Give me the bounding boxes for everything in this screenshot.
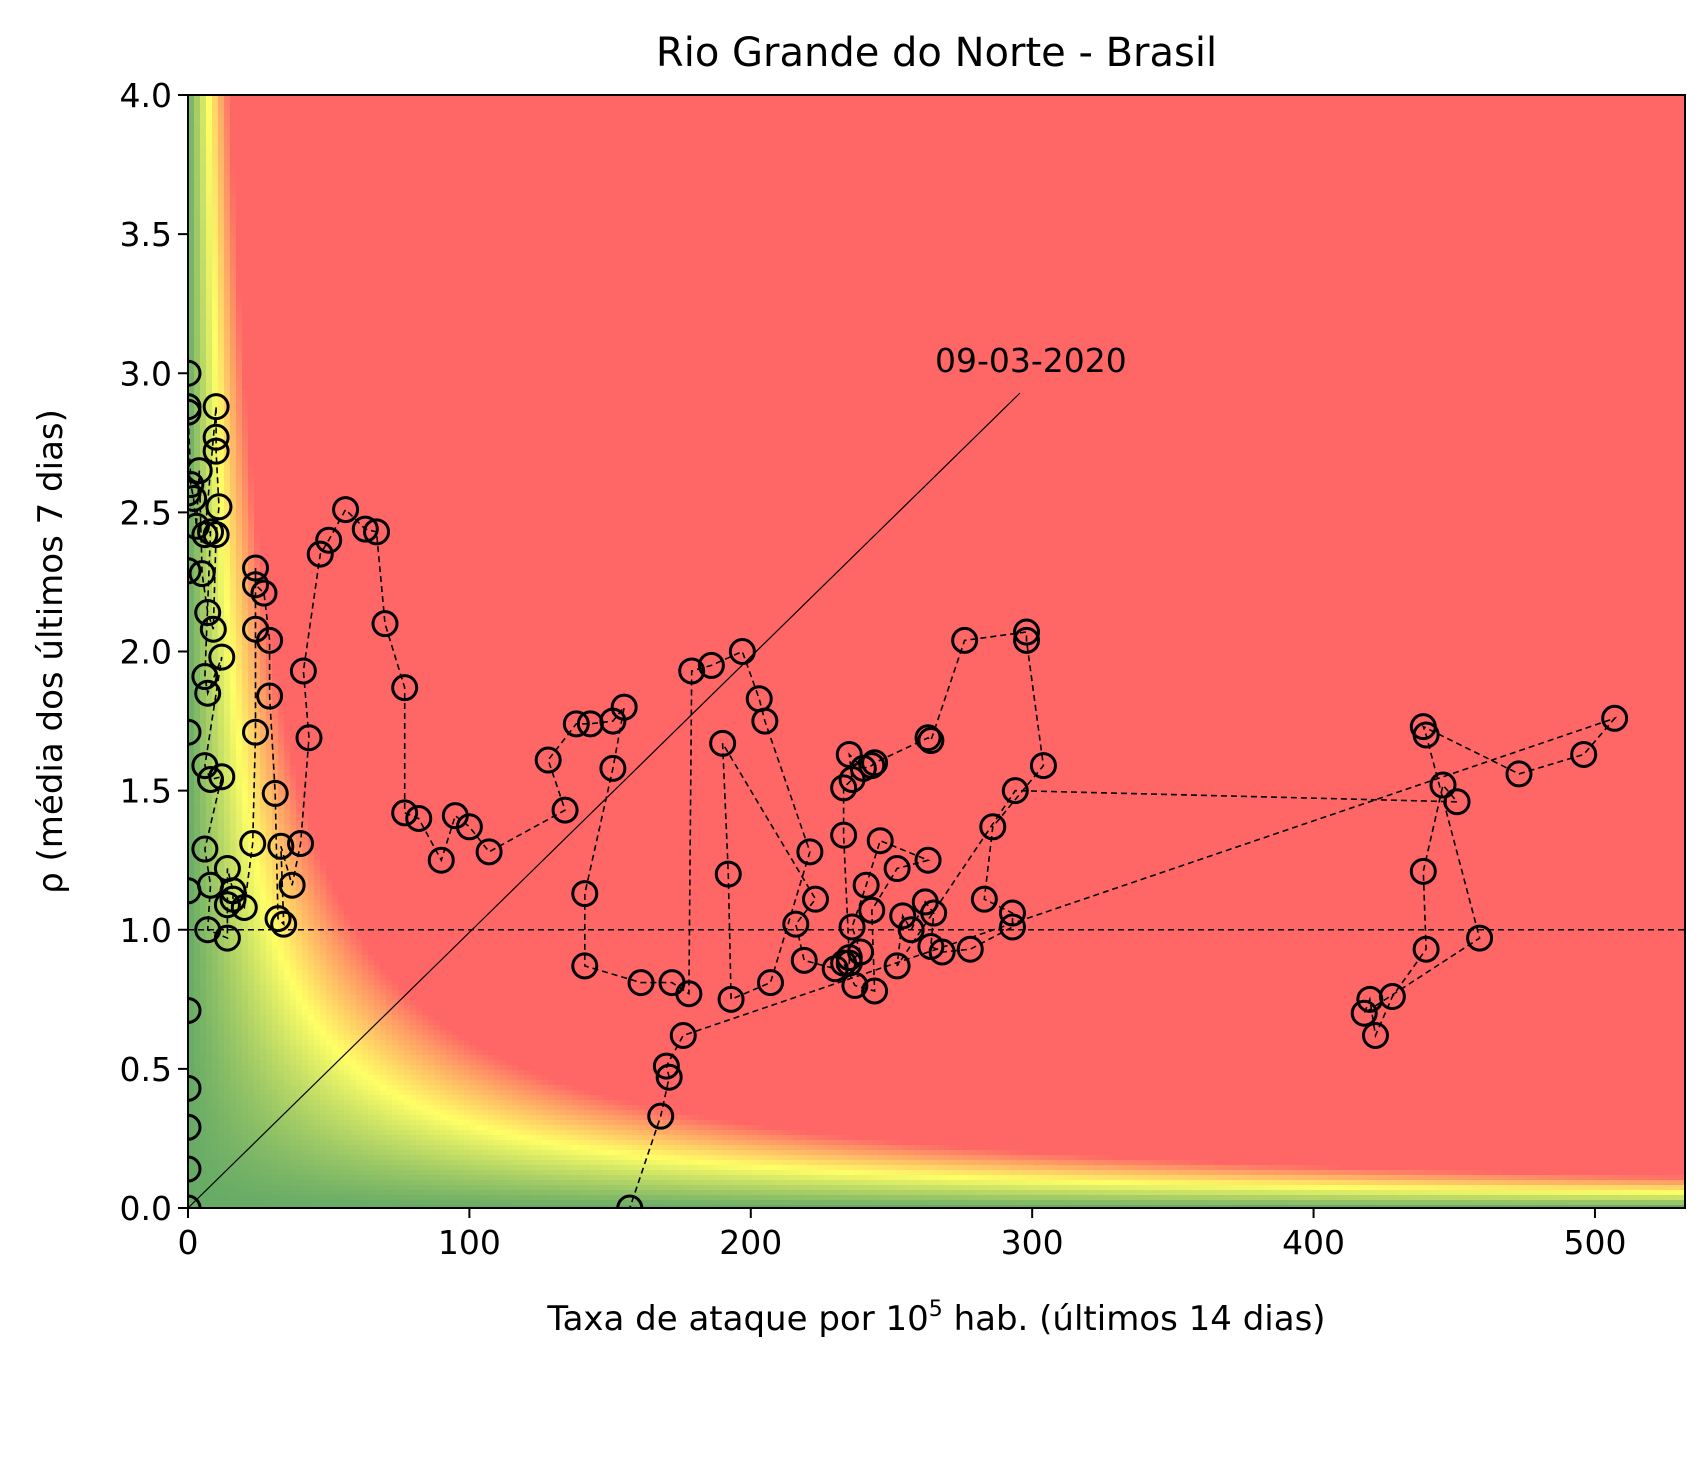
x-axis-label-suffix: hab. (últimos 14 dias) [943, 1299, 1326, 1339]
risk-heatmap-background [188, 95, 1689, 1211]
y-tick-label: 3.0 [120, 354, 172, 393]
x-axis-label: Taxa de ataque por 105 hab. (últimos 14 … [546, 1297, 1325, 1339]
x-axis-label-superscript: 5 [929, 1297, 943, 1322]
y-tick-label: 4.0 [120, 76, 172, 115]
annotation-date: 09-03-2020 [935, 341, 1127, 380]
y-tick-label: 1.5 [120, 772, 172, 811]
x-tick-label: 100 [438, 1223, 501, 1262]
y-tick-label: 1.0 [120, 911, 172, 950]
x-tick-label: 300 [1001, 1223, 1064, 1262]
x-tick-label: 500 [1563, 1223, 1626, 1262]
y-tick-label: 2.0 [120, 633, 172, 672]
x-tick-label: 400 [1282, 1223, 1345, 1262]
y-tick-label: 0.5 [120, 1050, 172, 1089]
y-tick-label: 2.5 [120, 493, 172, 532]
y-axis-ticks: 0.0 0.5 1.0 1.5 2.0 2.5 3.0 3.5 4.0 [120, 76, 188, 1228]
y-tick-label: 3.5 [120, 215, 172, 254]
chart-title: Rio Grande do Norte - Brasil [656, 30, 1217, 76]
x-tick-label: 0 [178, 1223, 199, 1262]
x-axis-ticks: 0 100 200 300 400 500 [178, 1208, 1627, 1262]
x-axis-label-main: Taxa de ataque por 10 [546, 1299, 928, 1339]
y-axis-label: ρ (média dos últimos 7 dias) [31, 409, 71, 894]
y-tick-label: 0.0 [120, 1189, 172, 1228]
x-tick-label: 200 [719, 1223, 782, 1262]
